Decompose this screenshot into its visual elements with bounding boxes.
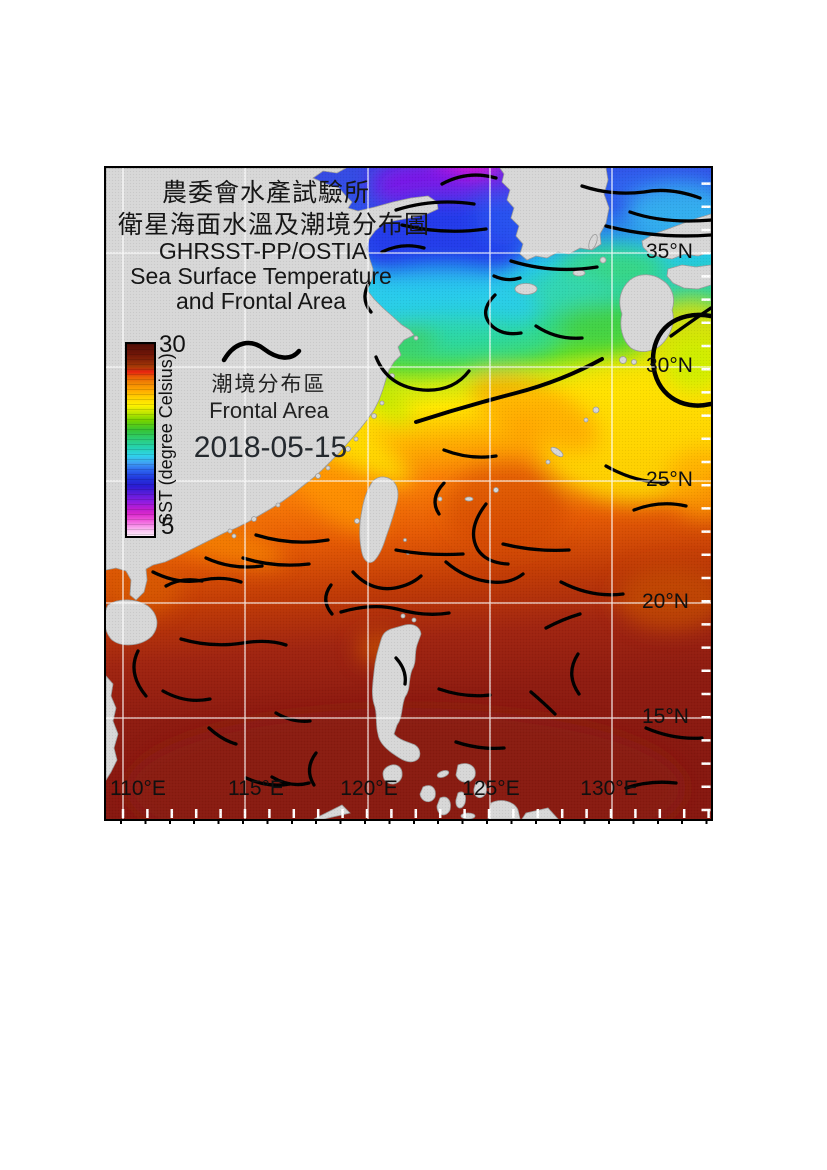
lon-label-115e: 115°E — [228, 777, 284, 800]
lon-label-125e: 125°E — [462, 777, 520, 800]
sst-map: 農委會水產試驗所 衛星海面水溫及潮境分布圖 GHRSST-PP/OSTIA Se… — [104, 166, 713, 821]
frontal-legend-en: Frontal Area — [209, 398, 329, 423]
lat-label-15n: 15°N — [642, 705, 689, 728]
map-title-en-1: Sea Surface Temperature — [130, 263, 392, 289]
sst-map-canvas — [106, 168, 711, 819]
colorbar-max-label: 30 — [159, 331, 186, 358]
map-title-zh: 衛星海面水溫及潮境分布圖 — [118, 211, 431, 239]
colorbar-axis-label: SST (degree Celsius) — [156, 353, 176, 525]
map-title-en-2: and Frontal Area — [175, 288, 347, 314]
outer-degree-ticks — [104, 819, 711, 824]
lat-label-25n: 25°N — [646, 468, 693, 491]
lon-label-110e: 110°E — [110, 777, 166, 800]
frontal-line-symbol — [221, 340, 302, 363]
dither-texture — [106, 168, 711, 819]
product-name: GHRSST-PP/OSTIA — [158, 238, 368, 264]
map-date: 2018-05-15 — [193, 431, 348, 464]
colorbar-texture — [125, 342, 156, 538]
frontal-legend-zh: 潮境分布區 — [211, 373, 327, 396]
lon-label-130e: 130°E — [580, 777, 638, 800]
org-title-zh: 農委會水產試驗所 — [161, 179, 370, 207]
lat-label-20n: 20°N — [642, 590, 689, 613]
lon-label-120e: 120°E — [340, 777, 398, 800]
lat-label-35n: 35°N — [646, 240, 693, 263]
lat-label-30n: 30°N — [646, 354, 693, 377]
sst-colorbar — [125, 342, 156, 538]
colorbar-min-label: 5 — [161, 513, 175, 540]
